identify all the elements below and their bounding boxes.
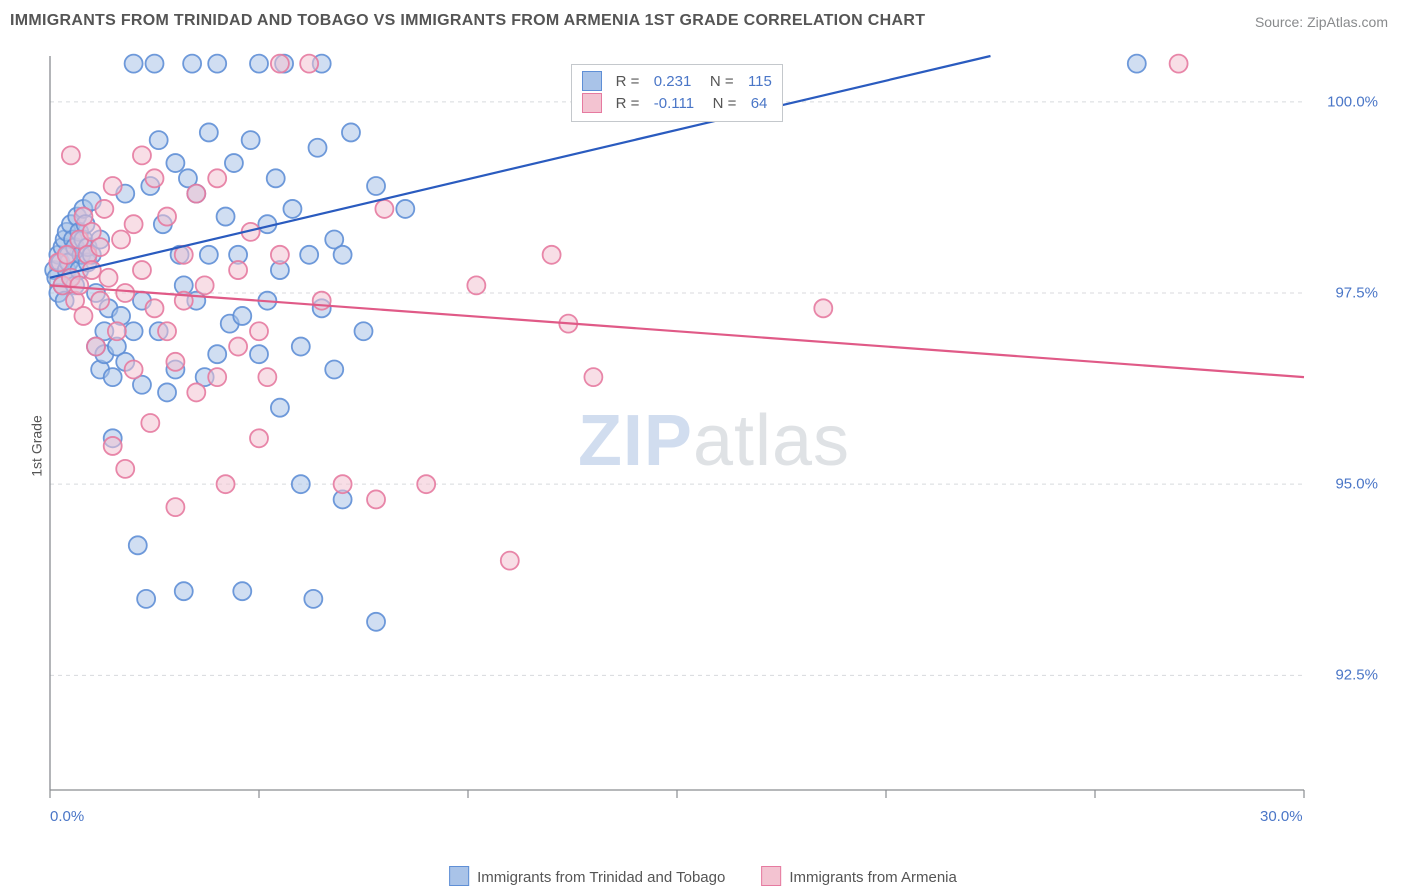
legend-item: Immigrants from Trinidad and Tobago xyxy=(449,866,725,886)
chart-title: IMMIGRANTS FROM TRINIDAD AND TOBAGO VS I… xyxy=(10,12,925,30)
y-tick-label: 92.5% xyxy=(1335,667,1378,684)
legend-r-value: -0.111 xyxy=(654,95,694,112)
y-tick-label: 95.0% xyxy=(1335,476,1378,493)
legend-swatch xyxy=(761,866,781,886)
legend-series-label: Immigrants from Trinidad and Tobago xyxy=(477,869,725,886)
legend-n-value: 64 xyxy=(751,95,768,112)
legend-item: Immigrants from Armenia xyxy=(761,866,957,886)
chart-svg xyxy=(44,46,1384,836)
source-attribution: Source: ZipAtlas.com xyxy=(1255,14,1388,30)
y-tick-label: 100.0% xyxy=(1327,93,1378,110)
legend-stats-row: R = 0.231 N = 115 xyxy=(582,71,772,91)
legend-bottom: Immigrants from Trinidad and Tobago Immig… xyxy=(449,866,957,886)
y-tick-label: 97.5% xyxy=(1335,285,1378,302)
y-axis-label: 1st Grade xyxy=(29,415,45,476)
legend-r-label: R = xyxy=(616,95,648,112)
legend-swatch xyxy=(582,93,602,113)
legend-n-label: N = xyxy=(697,73,742,90)
x-tick-label: 30.0% xyxy=(1260,808,1303,825)
x-tick-label: 0.0% xyxy=(50,808,84,825)
legend-swatch xyxy=(449,866,469,886)
plot-area: ZIPatlas R = 0.231 N = 115R = -0.111 N =… xyxy=(44,46,1384,836)
legend-stats-row: R = -0.111 N = 64 xyxy=(582,93,772,113)
legend-swatch xyxy=(582,71,602,91)
legend-r-label: R = xyxy=(616,73,648,90)
chart-container: IMMIGRANTS FROM TRINIDAD AND TOBAGO VS I… xyxy=(0,0,1406,892)
legend-n-label: N = xyxy=(700,95,745,112)
legend-series-label: Immigrants from Armenia xyxy=(789,869,957,886)
legend-r-value: 0.231 xyxy=(654,73,692,90)
legend-n-value: 115 xyxy=(748,73,772,90)
legend-stats-box: R = 0.231 N = 115R = -0.111 N = 64 xyxy=(571,64,783,122)
